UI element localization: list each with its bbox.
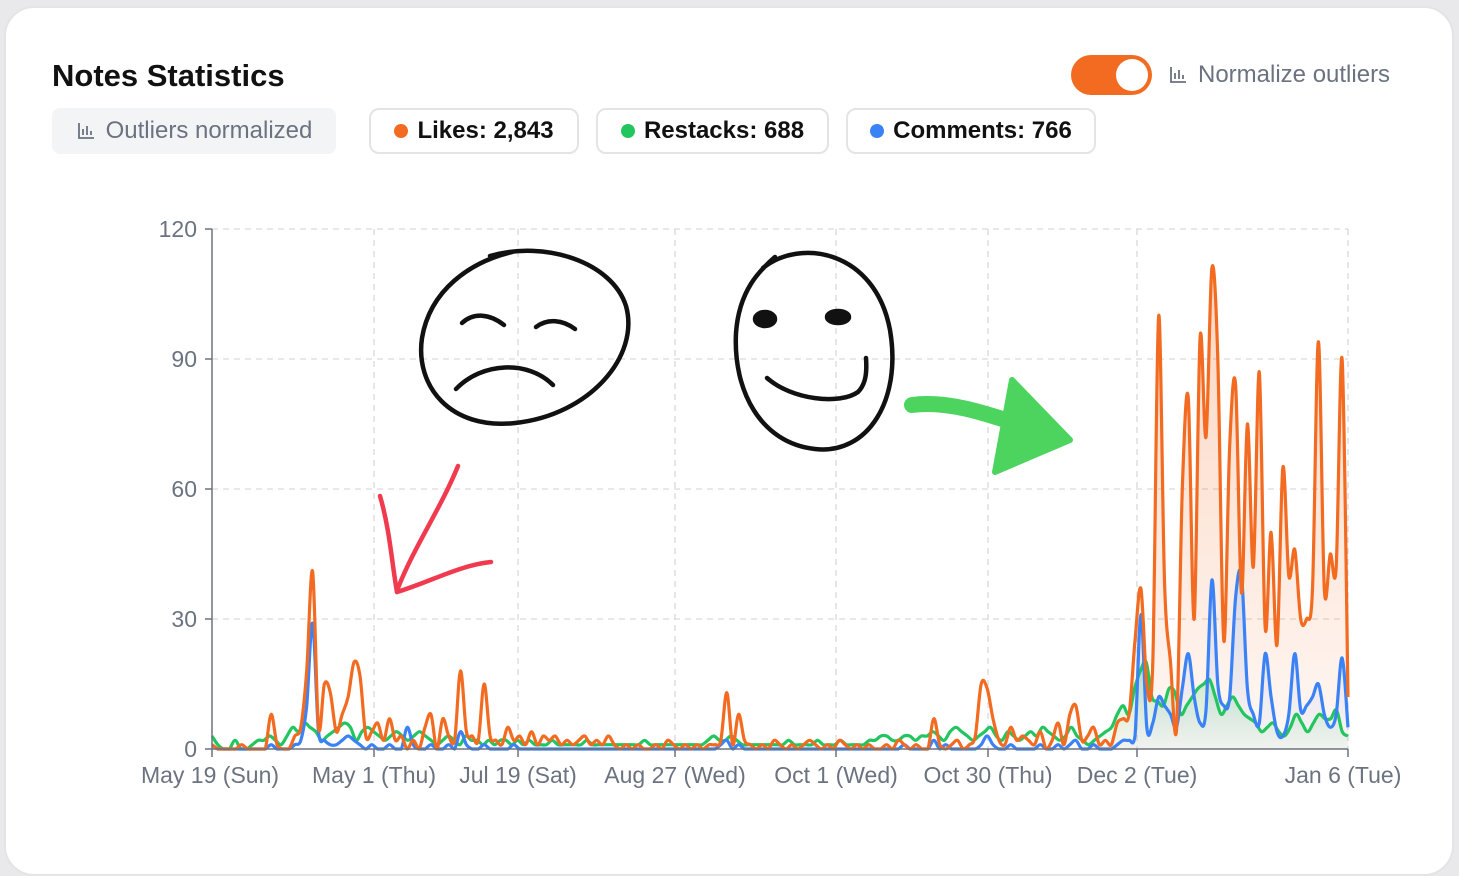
green-arrow-doodle: [904, 377, 1073, 475]
comments-stat-pill[interactable]: Comments: 766: [846, 108, 1096, 154]
x-tick-label: May 1 (Thu): [312, 762, 436, 788]
sad-face-right-eye: [533, 319, 578, 332]
likes-stat-label: Likes: 2,843: [417, 117, 554, 144]
y-tick-label: 60: [171, 476, 197, 502]
likes-stat-pill[interactable]: Likes: 2,843: [369, 108, 579, 154]
red-arrow-head-right: [394, 559, 494, 595]
x-tick-label: Oct 30 (Thu): [923, 762, 1052, 788]
outliers-normalized-badge: Outliers normalized: [52, 108, 336, 154]
red-arrow-shaft: [395, 463, 461, 591]
normalize-outliers-text: Normalize outliers: [1198, 61, 1391, 88]
chart-areas: [1081, 265, 1348, 749]
happy-face-left-eye: [752, 309, 778, 329]
toggle-knob: [1116, 59, 1148, 91]
sad-face-outline: [418, 248, 631, 426]
red-arrow-doodle: [377, 463, 494, 595]
happy-face-outline: [733, 250, 895, 452]
normalize-outliers-toggle[interactable]: [1071, 55, 1152, 95]
comments-stat-label: Comments: 766: [893, 117, 1072, 144]
bar-chart-icon: [77, 123, 94, 139]
happy-face-mouth: [764, 355, 869, 402]
comments-dot-icon: [870, 124, 885, 138]
green-arrow-head: [992, 377, 1073, 475]
bar-chart-icon: [1170, 67, 1186, 83]
y-tick-label: 90: [171, 346, 197, 372]
x-tick-label: Dec 2 (Tue): [1077, 762, 1198, 788]
sad-face-doodle: [418, 248, 631, 426]
sad-face-mouth: [453, 365, 556, 392]
y-tick-label: 120: [159, 216, 197, 242]
x-tick-label: Oct 1 (Wed): [774, 762, 898, 788]
x-tick-label: Jul 19 (Sat): [459, 762, 577, 788]
happy-face-doodle: [733, 250, 895, 452]
likes-area: [1081, 265, 1348, 749]
chart-axes: 0 30 60 90 120 May 19 (Sun) May 1 (Thu) Jul 19 …: [141, 216, 1401, 788]
likes-dot-icon: [394, 124, 409, 138]
page-title: Notes Statistics: [52, 58, 285, 93]
x-tick-label: Aug 27 (Wed): [604, 762, 745, 788]
sad-face-left-eye: [459, 313, 507, 328]
x-tick-label: Jan 6 (Tue): [1285, 762, 1402, 788]
normalize-outliers-label[interactable]: Normalize outliers: [1168, 60, 1390, 90]
restacks-stat-label: Restacks: 688: [643, 117, 805, 144]
status-badge: Outliers normalized: [105, 117, 313, 144]
happy-face-right-eye: [824, 308, 852, 326]
y-tick-label: 30: [171, 606, 197, 632]
y-tick-label: 0: [184, 736, 197, 762]
restacks-stat-pill[interactable]: Restacks: 688: [596, 108, 829, 154]
red-arrow-head-left: [377, 493, 400, 595]
x-tick-label: May 19 (Sun): [141, 762, 279, 788]
restacks-dot-icon: [620, 124, 635, 138]
